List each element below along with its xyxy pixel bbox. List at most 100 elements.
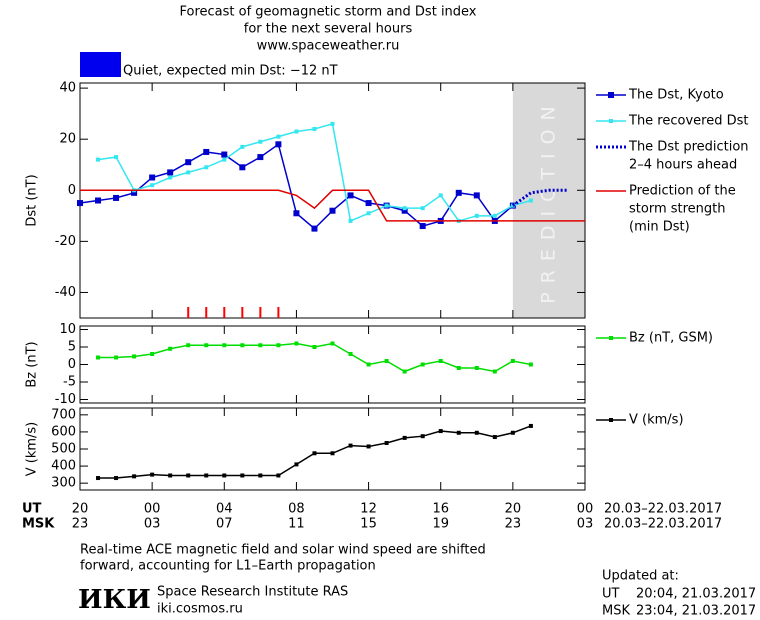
y-tick-label: -40 (55, 285, 76, 300)
footer-note: Real-time ACE magnetic field and solar w… (80, 543, 486, 558)
legend-label: The recovered Dst (628, 114, 748, 129)
series-marker (131, 189, 138, 196)
y-tick-label: 20 (59, 132, 76, 147)
series-marker (528, 423, 533, 428)
updated-ut-time: 20:04, 21.03.2017 (636, 587, 756, 602)
series-marker (330, 121, 335, 126)
series-marker (456, 430, 461, 435)
series-marker (240, 144, 245, 149)
series-marker (114, 355, 119, 360)
x-tick-label: 08 (288, 502, 305, 517)
x-tick-label-msk: 03 (144, 517, 161, 532)
series-marker (510, 430, 515, 435)
x-tick-label-msk: 23 (72, 517, 89, 532)
y-tick-label: -5 (63, 375, 76, 390)
series-marker (438, 359, 443, 363)
series-marker (186, 170, 191, 175)
series-marker (186, 473, 191, 478)
x-row-label: MSK (22, 517, 55, 532)
status-box (80, 52, 121, 77)
series-marker (204, 473, 209, 478)
series-marker (312, 451, 317, 456)
series-marker (149, 174, 156, 181)
x-tick-label: 00 (577, 502, 594, 517)
series-line (511, 188, 567, 207)
legend-marker (609, 119, 613, 123)
series-marker (204, 343, 209, 348)
series-marker (365, 200, 372, 207)
series-marker (114, 155, 119, 160)
series-marker (222, 473, 227, 478)
series-marker (185, 159, 192, 166)
legend-marker (609, 336, 613, 340)
series-marker (294, 462, 299, 467)
series-marker (438, 429, 443, 434)
y-tick-label: 40 (59, 81, 76, 96)
legend-marker (608, 92, 614, 98)
title-line: www.spaceweather.ru (257, 39, 400, 54)
series-marker (528, 362, 533, 367)
series-marker (384, 359, 389, 363)
legend-label: Bz (nT, GSM) (629, 331, 713, 346)
y-tick-label: 0 (68, 357, 76, 372)
series-marker (474, 366, 479, 370)
series-marker (329, 207, 336, 214)
series-marker (96, 355, 101, 360)
series-marker (276, 473, 281, 478)
y-tick-label: 10 (59, 322, 76, 337)
series-line (97, 122, 532, 222)
series-marker (96, 157, 101, 162)
series-marker (473, 192, 480, 199)
x-tick-label: 12 (360, 502, 377, 517)
series-marker (239, 164, 246, 171)
y-tick-label: 300 (51, 476, 76, 491)
x-tick-label: 20 (505, 502, 522, 517)
series-marker (366, 362, 371, 367)
series-marker (330, 341, 335, 346)
series-marker (96, 476, 101, 481)
y-tick-label: 500 (51, 442, 76, 457)
y-axis-label: Dst (nT) (25, 174, 40, 226)
series-marker (474, 213, 479, 218)
status-text: Quiet, expected min Dst: −12 nT (123, 64, 338, 79)
series-marker (294, 341, 299, 346)
series-marker (186, 343, 191, 348)
series-marker (168, 346, 173, 351)
series-marker (114, 476, 119, 481)
series-marker (312, 345, 317, 349)
site: iki.cosmos.ru (157, 602, 243, 617)
y-tick-label: -10 (55, 392, 76, 407)
series-marker (150, 472, 155, 477)
institute: Space Research Institute RAS (157, 585, 348, 600)
legend-label: (min Dst) (629, 220, 690, 235)
series-marker (420, 362, 425, 367)
logo: ИКИ (78, 585, 151, 615)
series-marker (456, 366, 461, 370)
updated-ut-label: UT (602, 587, 620, 602)
y-tick-label: 5 (68, 340, 76, 355)
x-tick-label-msk: 15 (360, 517, 377, 532)
y-axis-label: Bz (nT) (25, 341, 40, 387)
series-marker (330, 451, 335, 456)
updated-msk-time: 23:04, 21.03.2017 (636, 604, 756, 619)
y-tick-label: 600 (51, 424, 76, 439)
x-tick-label: 20 (72, 502, 89, 517)
series-marker (492, 369, 497, 374)
series-marker (258, 139, 263, 144)
series-marker (275, 141, 282, 148)
series-marker (222, 157, 227, 162)
x-tick-label: 04 (216, 502, 233, 517)
footer-note: forward, accounting for L1–Earth propaga… (80, 559, 376, 574)
legend-label: storm strength (629, 202, 726, 217)
series-marker (204, 165, 209, 170)
series-marker (366, 444, 371, 449)
legend-label: The Dst prediction (628, 140, 749, 155)
series-marker (258, 473, 263, 478)
series-line (80, 189, 585, 222)
legend-label: Prediction of the (629, 184, 736, 199)
series-marker (168, 175, 173, 180)
series-marker (222, 343, 227, 348)
title-line: for the next several hours (244, 22, 413, 37)
series-marker (132, 474, 137, 479)
